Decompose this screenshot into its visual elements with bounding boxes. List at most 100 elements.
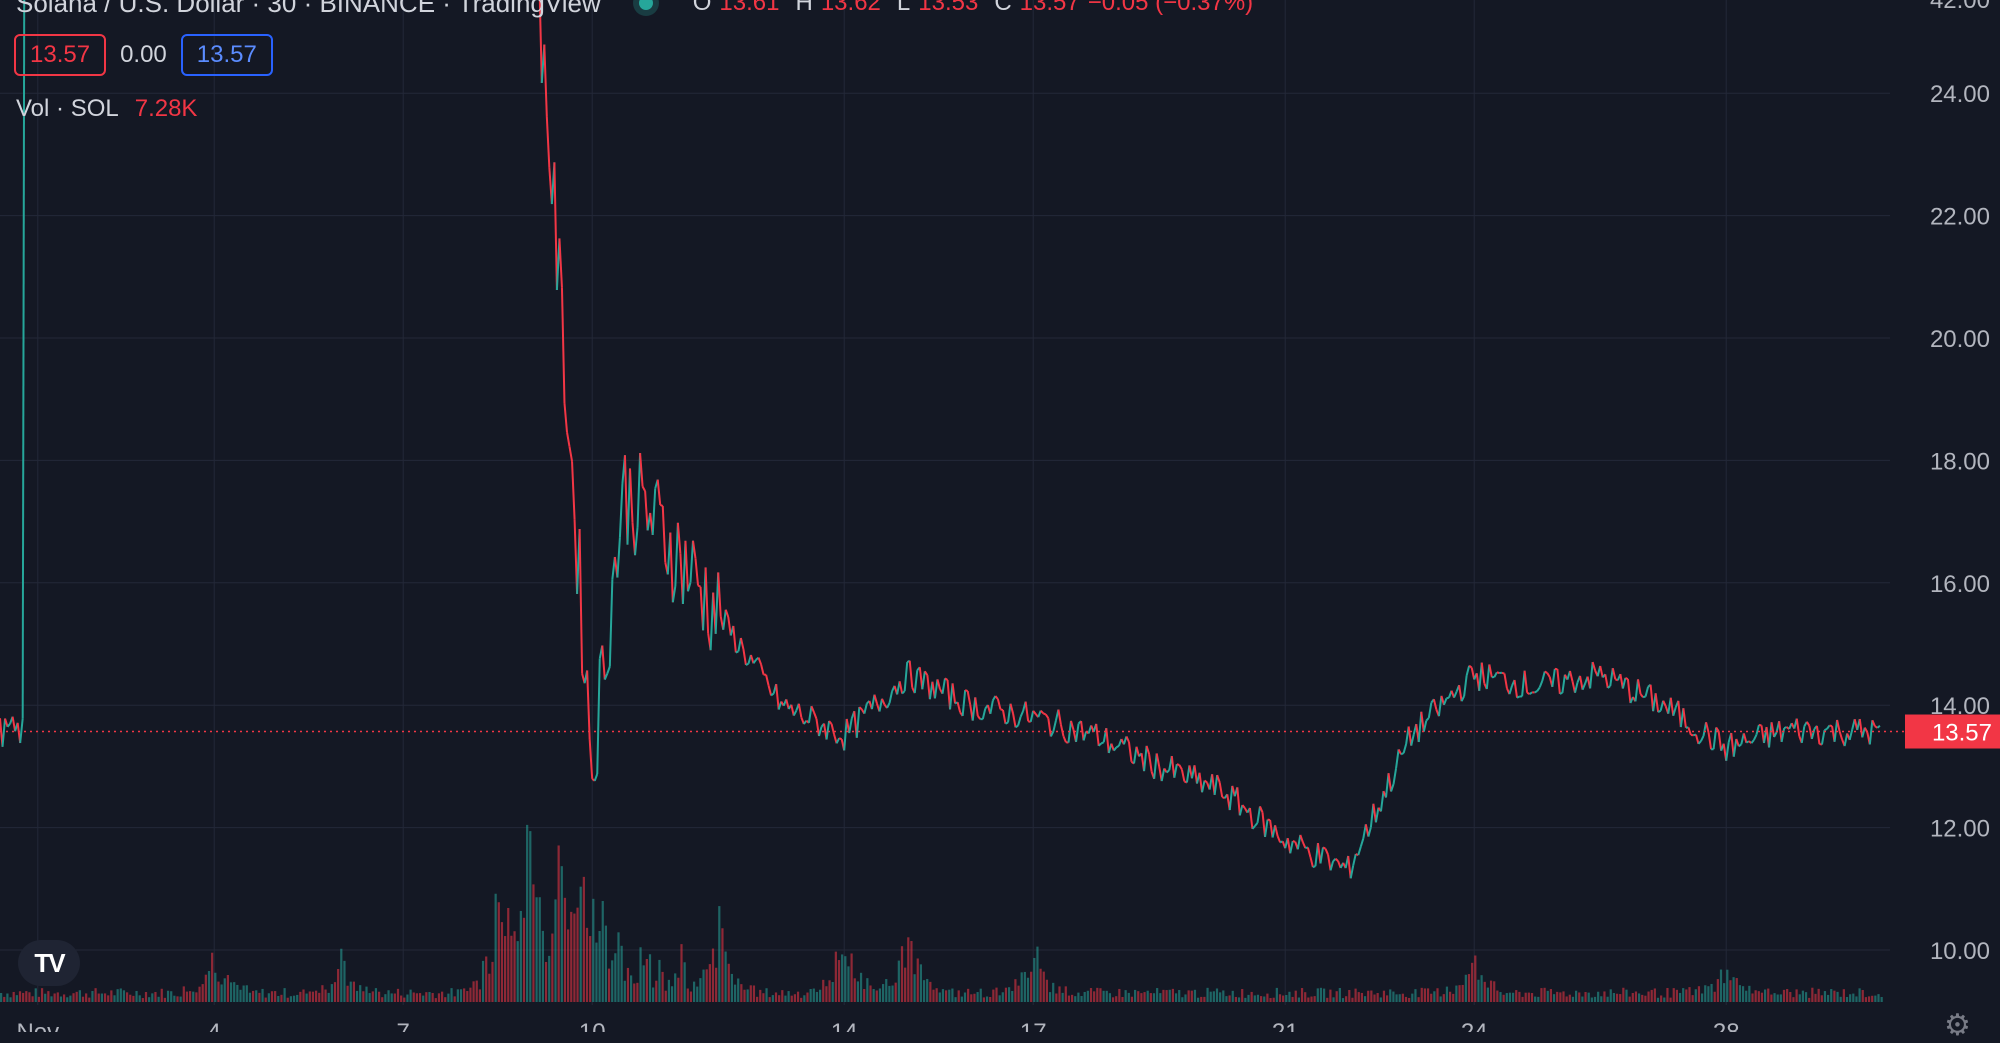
volume-bar — [498, 902, 500, 1002]
volume-bar — [1191, 991, 1193, 1002]
volume-bar — [1770, 995, 1772, 1002]
volume-bar — [1578, 992, 1580, 1002]
volume-bar — [1109, 993, 1111, 1002]
volume-bar — [725, 952, 727, 1002]
price-segment — [1830, 725, 1833, 726]
volume-bar — [1616, 994, 1618, 1002]
volume-bar — [1688, 987, 1690, 1002]
price-segment — [1623, 678, 1626, 689]
price-segment — [1530, 692, 1533, 694]
price-segment — [1389, 773, 1392, 791]
volume-bar — [381, 997, 383, 1002]
volume-bar — [164, 998, 166, 1002]
gear-icon[interactable]: ⚙ — [1944, 1008, 1971, 1043]
volume-bar — [967, 989, 969, 1002]
volume-bar — [438, 993, 440, 1002]
price-segment — [1446, 698, 1449, 699]
volume-bar — [1591, 998, 1593, 1002]
volume-bar — [1096, 988, 1098, 1002]
x-tick-label: 14 — [831, 1019, 858, 1032]
volume-bar — [1720, 970, 1722, 1002]
price-segment — [1401, 753, 1404, 754]
volume-bar — [1244, 998, 1246, 1002]
volume-bar — [791, 996, 793, 1002]
volume-bar — [1049, 992, 1051, 1002]
x-tick-label: 4 — [208, 1019, 221, 1032]
price-segment — [1643, 696, 1646, 697]
volume-bar — [1833, 991, 1835, 1002]
price-segment — [786, 699, 789, 709]
volume-bar — [173, 996, 175, 1002]
price-segment — [1824, 729, 1827, 730]
price-segment — [1424, 721, 1427, 732]
volume-bar — [1345, 996, 1347, 1002]
price-segment — [572, 461, 575, 519]
volume-bar — [589, 936, 591, 1002]
price-segment — [690, 541, 693, 583]
volume-bar — [287, 998, 289, 1002]
low-value: 13.53 — [918, 0, 978, 17]
volume-bar — [715, 968, 717, 1002]
price-segment — [1096, 724, 1099, 746]
volume-bar — [901, 946, 903, 1002]
volume-bar — [384, 994, 386, 1002]
volume-bar — [1723, 983, 1725, 1002]
volume-bar — [954, 997, 956, 1002]
volume-legend[interactable]: Vol · SOL 7.28K — [16, 95, 197, 123]
price-segment — [1126, 736, 1129, 742]
volume-bar — [331, 984, 333, 1002]
volume-bar — [1651, 990, 1653, 1002]
price-segment — [1802, 726, 1805, 743]
volume-bar — [139, 995, 141, 1002]
volume-bar — [1317, 988, 1319, 1002]
volume-bar — [258, 993, 260, 1002]
price-segment — [1845, 733, 1848, 746]
price-segment — [1300, 835, 1303, 842]
price-segment — [1638, 679, 1641, 694]
volume-bar — [1377, 993, 1379, 1002]
price-segment — [937, 679, 940, 689]
tradingview-logo[interactable]: TV — [18, 940, 80, 986]
volume-bar — [797, 992, 799, 1002]
volume-bar — [394, 994, 396, 1002]
volume-bar — [460, 989, 462, 1002]
symbol-title[interactable]: Solana / U.S. Dollar · 30 · BINANCE · Tr… — [16, 0, 601, 19]
price-segment — [1812, 729, 1815, 739]
volume-bar — [1411, 994, 1413, 1002]
volume-bar — [929, 982, 931, 1002]
volume-bar — [1786, 989, 1788, 1002]
volume-bar — [1852, 994, 1854, 1002]
price-segment — [1144, 746, 1147, 771]
price-segment — [1101, 742, 1104, 743]
volume-bar — [583, 877, 585, 1002]
volume-bar — [731, 974, 733, 1002]
volume-bar — [252, 991, 254, 1002]
volume-bar — [1836, 992, 1838, 1002]
volume-bar — [728, 964, 730, 1002]
price-segment — [1154, 753, 1157, 778]
volume-bar — [788, 991, 790, 1002]
price-segment — [1220, 782, 1223, 797]
price-segment — [827, 721, 830, 740]
volume-bar — [1178, 990, 1180, 1002]
volume-bar — [558, 845, 560, 1002]
price-segment — [1265, 820, 1268, 837]
price-segment — [990, 700, 993, 713]
volume-bar — [1824, 991, 1826, 1002]
volume-bar — [1707, 986, 1709, 1002]
volume-bar — [1531, 993, 1533, 1002]
price-segment — [922, 671, 925, 689]
price-segment — [675, 523, 678, 586]
volume-bar — [1777, 995, 1779, 1002]
buy-button[interactable]: 13.57 — [181, 34, 273, 76]
price-segment — [564, 403, 567, 432]
volume-bar — [101, 994, 103, 1002]
volume-bar — [844, 956, 846, 1002]
sell-button[interactable]: 13.57 — [14, 34, 106, 76]
volume-bar — [151, 993, 153, 1002]
volume-bar — [721, 928, 723, 1002]
price-segment — [1358, 847, 1361, 855]
volume-bar — [347, 986, 349, 1002]
volume-bar — [1566, 996, 1568, 1002]
